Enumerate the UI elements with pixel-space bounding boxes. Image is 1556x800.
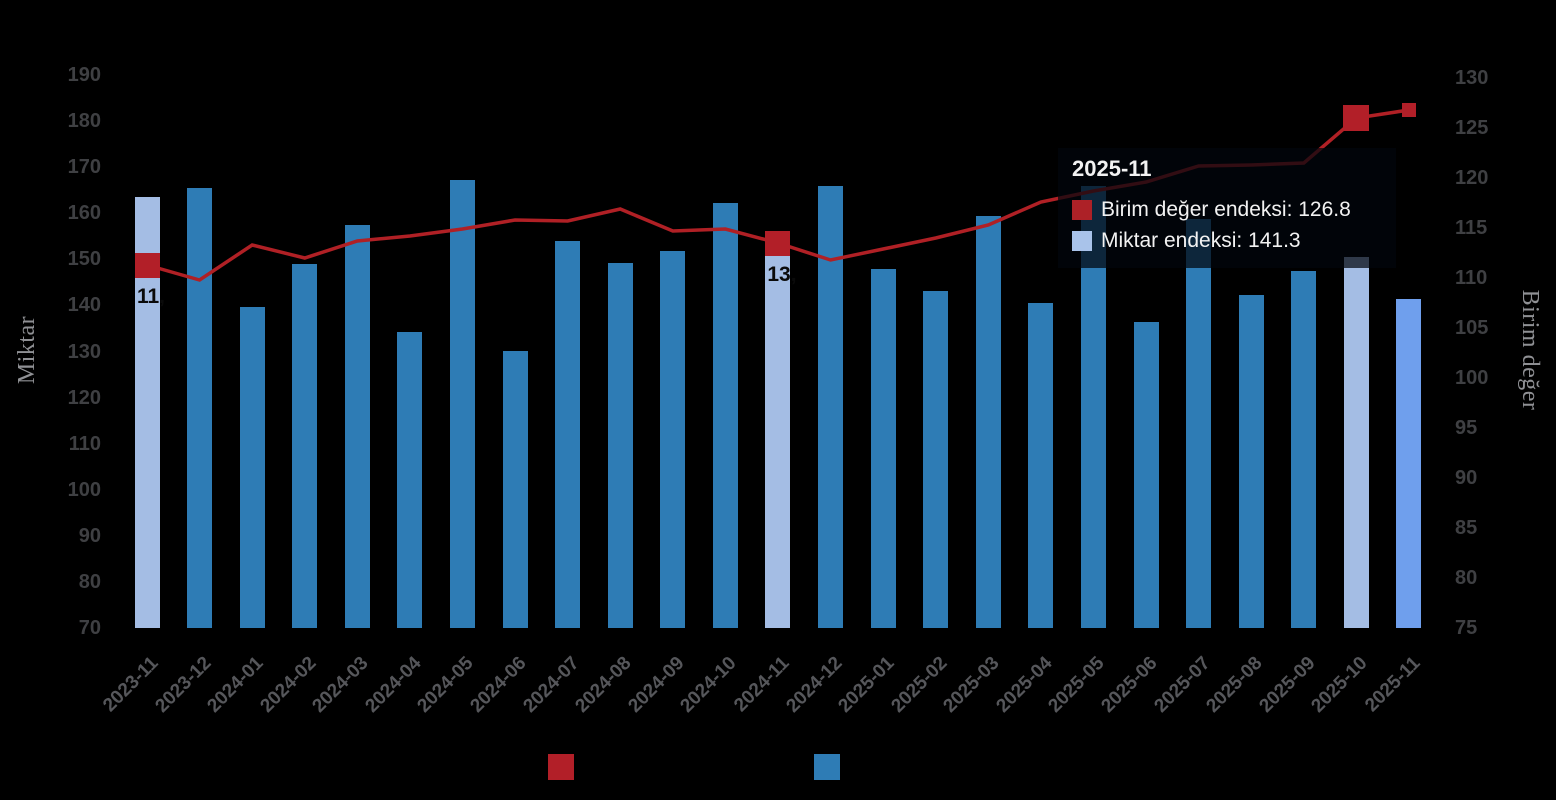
legend (0, 744, 1556, 790)
bar-2025-08[interactable] (1238, 295, 1264, 628)
y-right-tick-95: 95 (1455, 417, 1478, 439)
bar-2025-10[interactable] (1343, 257, 1369, 628)
y-right-tick-85: 85 (1455, 517, 1478, 539)
bar-2024-09[interactable] (660, 251, 686, 628)
bar-2025-02[interactable] (923, 290, 949, 628)
y-right-tick-120: 120 (1455, 167, 1489, 189)
bar-2025-03[interactable] (975, 215, 1001, 628)
bar-2025-09[interactable] (1291, 271, 1317, 628)
bar-2024-08[interactable] (607, 262, 633, 628)
y-left-tick-180: 180 (67, 110, 101, 133)
tooltip-quantity-text: Miktar endeksi: 141.3 (1101, 228, 1301, 252)
tooltip-row-unit-value: Birim değer endeksi: 126.8 (1072, 194, 1382, 225)
y-left-tick-70: 70 (78, 617, 101, 639)
y-left-tick-80: 80 (78, 570, 101, 593)
bar-2024-04[interactable] (397, 332, 423, 628)
y-left-tick-160: 160 (67, 202, 101, 225)
y-left-tick-90: 90 (78, 524, 101, 547)
line-marker-2023-11[interactable] (134, 252, 160, 278)
y-right-tick-105: 105 (1455, 317, 1489, 339)
y-left-tick-170: 170 (67, 156, 101, 179)
data-label-2023-11: 11, (136, 284, 166, 308)
unit-value-swatch-icon (1072, 199, 1092, 220)
y-left-tick-110: 110 (68, 432, 101, 455)
y-right-tick-130: 130 (1455, 67, 1489, 89)
tooltip: 2025-11 Birim değer endeksi: 126.8 Mikta… (1058, 148, 1396, 268)
bar-2025-06[interactable] (1133, 321, 1159, 628)
bar-2025-11[interactable] (1396, 299, 1422, 628)
y-left-tick-100: 100 (67, 478, 101, 501)
y-right-tick-115: 115 (1455, 217, 1488, 239)
y-left-tick-140: 140 (67, 294, 101, 317)
data-label-2024-11: 13, (767, 262, 797, 286)
bar-2025-04[interactable] (1028, 303, 1054, 628)
quantity-swatch-icon (1072, 230, 1092, 251)
bar-2024-02[interactable] (292, 263, 318, 628)
legend-unit-value-swatch-icon[interactable] (548, 754, 574, 780)
tooltip-row-quantity: Miktar endeksi: 141.3 (1072, 225, 1382, 256)
bar-2024-05[interactable] (449, 180, 475, 628)
y-left-tick-190: 190 (67, 64, 101, 86)
bar-2024-06[interactable] (502, 350, 528, 628)
y-right-tick-75: 75 (1455, 617, 1478, 639)
legend-quantity-swatch-icon[interactable] (814, 754, 840, 780)
y-right-tick-100: 100 (1455, 367, 1489, 389)
tooltip-unit-value-text: Birim değer endeksi: 126.8 (1101, 197, 1351, 221)
line-marker-2024-11[interactable] (765, 230, 791, 256)
bar-2025-07[interactable] (1186, 218, 1212, 628)
bar-2024-11[interactable] (765, 250, 791, 628)
bar-2024-07[interactable] (555, 240, 581, 628)
bar-2024-10[interactable] (712, 203, 738, 628)
y-right-tick-90: 90 (1455, 467, 1478, 489)
y-right-tick-125: 125 (1455, 117, 1489, 139)
y-right-tick-110: 110 (1455, 267, 1488, 289)
line-marker-2025-10[interactable] (1343, 105, 1370, 131)
bar-2024-01[interactable] (239, 306, 265, 628)
bar-2025-01[interactable] (870, 268, 896, 628)
y-left-tick-120: 120 (67, 386, 101, 409)
y-left-tick-130: 130 (67, 340, 101, 363)
y-left-tick-150: 150 (67, 248, 101, 271)
line-marker-2025-11[interactable] (1401, 103, 1416, 117)
y-right-tick-80: 80 (1455, 567, 1478, 589)
bar-2024-03[interactable] (344, 224, 370, 628)
tooltip-title: 2025-11 (1072, 156, 1152, 181)
bar-2023-12[interactable] (187, 187, 213, 628)
